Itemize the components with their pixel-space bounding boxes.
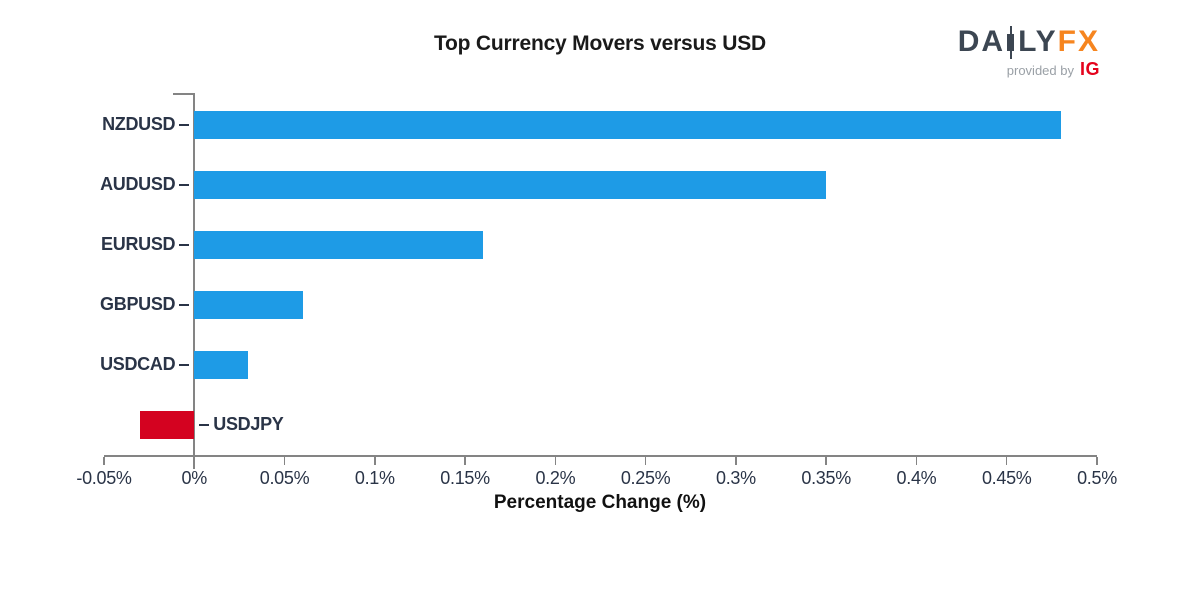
logo-text-ly: LY bbox=[1018, 25, 1058, 58]
x-axis-tick bbox=[915, 457, 918, 465]
x-axis-tick-label: 0.15% bbox=[440, 468, 490, 488]
x-axis-tick-label: 0.5% bbox=[1077, 468, 1117, 488]
x-axis-tick-label: 0.3% bbox=[715, 468, 756, 488]
bar-USDCAD bbox=[194, 351, 249, 379]
logo-text-fx: FX bbox=[1057, 25, 1100, 58]
chart-title: Top Currency Movers versus USD bbox=[433, 32, 767, 55]
x-axis-tick bbox=[735, 457, 737, 465]
x-axis-tick bbox=[374, 457, 376, 465]
x-axis-tick-label: -0.05% bbox=[76, 468, 132, 488]
x-axis-tick bbox=[644, 457, 647, 465]
x-axis-tick-label: 0.25% bbox=[620, 468, 671, 488]
category-label-EURUSD: EURUSD bbox=[101, 234, 176, 254]
x-axis-tick bbox=[1096, 457, 1098, 465]
category-label-NZDUSD: NZDUSD bbox=[102, 114, 176, 134]
bar-AUDUSD bbox=[194, 171, 827, 199]
x-axis-tick bbox=[554, 457, 557, 465]
bar-USDJPY bbox=[140, 411, 195, 439]
x-axis-tick bbox=[1005, 457, 1008, 465]
x-axis-tick-label: 0% bbox=[181, 468, 208, 488]
category-tick-AUDUSD bbox=[179, 184, 190, 186]
category-label-USDCAD: USDCAD bbox=[100, 354, 176, 374]
x-axis-tick-label: 0.05% bbox=[259, 468, 310, 488]
bar-NZDUSD bbox=[194, 111, 1061, 139]
category-tick-GBPUSD bbox=[179, 304, 190, 306]
bar-EURUSD bbox=[194, 231, 484, 259]
dailyfx-logo: DA LY FX provided by IG bbox=[957, 25, 1100, 80]
x-axis-tick-label: 0.2% bbox=[535, 468, 576, 488]
x-axis-tick-label: 0.45% bbox=[981, 468, 1032, 488]
logo-tagline: provided by IG bbox=[958, 59, 1100, 80]
ig-logo: IG bbox=[1079, 59, 1100, 79]
y-axis-end-cap bbox=[173, 93, 196, 95]
provided-by-label: provided by bbox=[1006, 63, 1074, 78]
x-axis-tick-label: 0.35% bbox=[801, 468, 851, 488]
category-tick-USDCAD bbox=[179, 364, 190, 366]
category-tick-USDJPY bbox=[199, 424, 210, 426]
x-axis-tick bbox=[825, 457, 827, 465]
dailyfx-wordmark: DA LY FX bbox=[957, 25, 1100, 59]
category-label-GBPUSD: GBPUSD bbox=[100, 294, 176, 314]
bar-GBPUSD bbox=[194, 291, 303, 319]
y-axis-line bbox=[193, 93, 196, 469]
plot-area: -0.05% 0% 0.05% 0.1% 0.15% 0.2% 0.25% 0.3% 0.35%… bbox=[76, 93, 1117, 488]
x-axis-tick bbox=[103, 457, 105, 465]
category-label-USDJPY: USDJPY bbox=[213, 414, 284, 434]
x-axis-tick bbox=[464, 457, 466, 465]
x-axis-title: Percentage Change (%) bbox=[493, 492, 707, 513]
candlestick-icon bbox=[1007, 25, 1015, 59]
x-axis-line bbox=[104, 455, 1097, 457]
category-label-AUDUSD: AUDUSD bbox=[100, 174, 176, 194]
x-axis-tick-label: 0.1% bbox=[354, 468, 395, 488]
category-tick-EURUSD bbox=[179, 244, 190, 246]
x-axis-tick bbox=[283, 457, 286, 465]
category-tick-NZDUSD bbox=[179, 124, 190, 126]
logo-text-da: DA bbox=[957, 25, 1006, 58]
x-axis-tick-label: 0.4% bbox=[896, 468, 937, 488]
x-axis-tick bbox=[193, 457, 196, 465]
